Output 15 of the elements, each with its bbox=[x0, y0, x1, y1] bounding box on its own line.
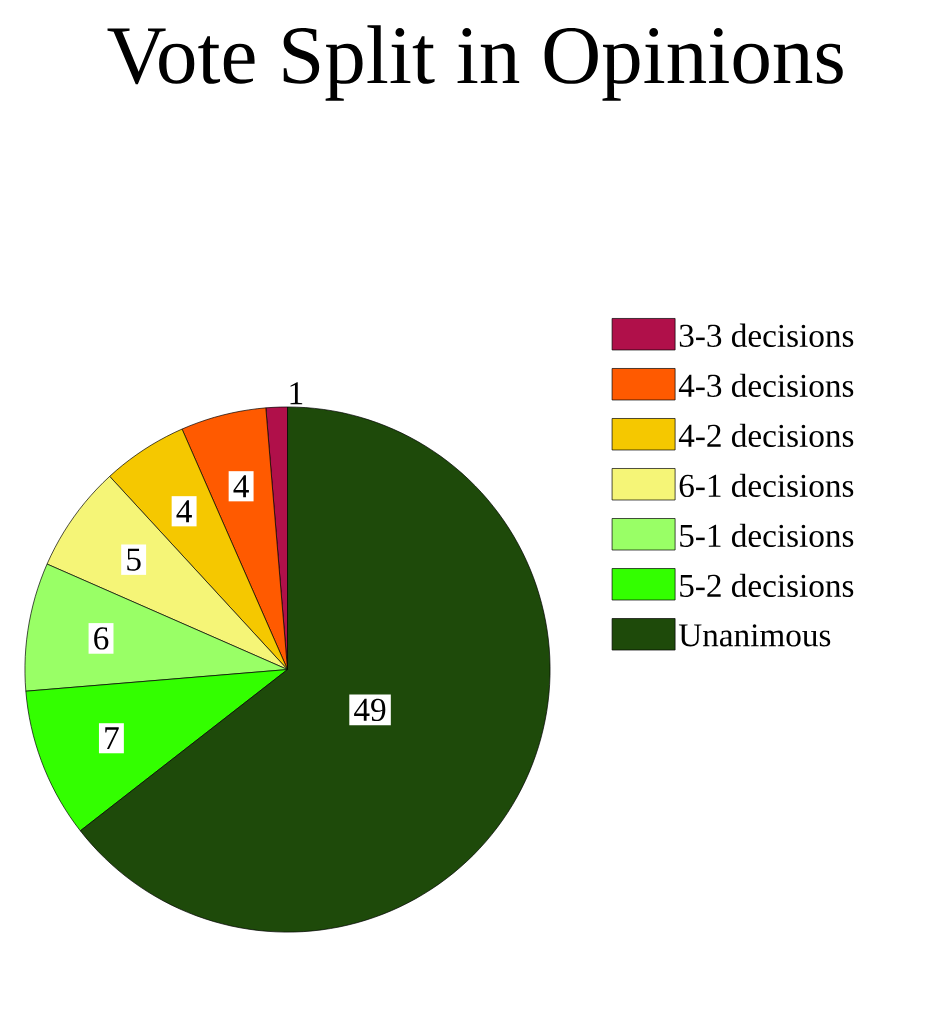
legend-label: 6-1 decisions bbox=[679, 473, 854, 498]
legend-label: 4-3 decisions bbox=[678, 373, 854, 398]
data-label: 6 bbox=[94, 627, 109, 650]
data-label: 4 bbox=[233, 475, 249, 498]
legend-label: 5-1 decisions bbox=[679, 523, 854, 548]
data-label: 4 bbox=[176, 500, 192, 523]
data-label: 1 bbox=[290, 382, 303, 405]
data-label: 49 bbox=[353, 698, 386, 722]
chart-title: Vote Split in Opinions bbox=[107, 25, 843, 101]
legend-label: 3-3 decisions bbox=[679, 323, 854, 347]
legend-label: 4-2 decisions bbox=[678, 423, 854, 448]
legend-label: Unanimous bbox=[678, 624, 831, 647]
legend-label: 5-2 decisions bbox=[679, 573, 854, 598]
data-label: 7 bbox=[105, 727, 119, 750]
data-label: 5 bbox=[127, 548, 141, 571]
